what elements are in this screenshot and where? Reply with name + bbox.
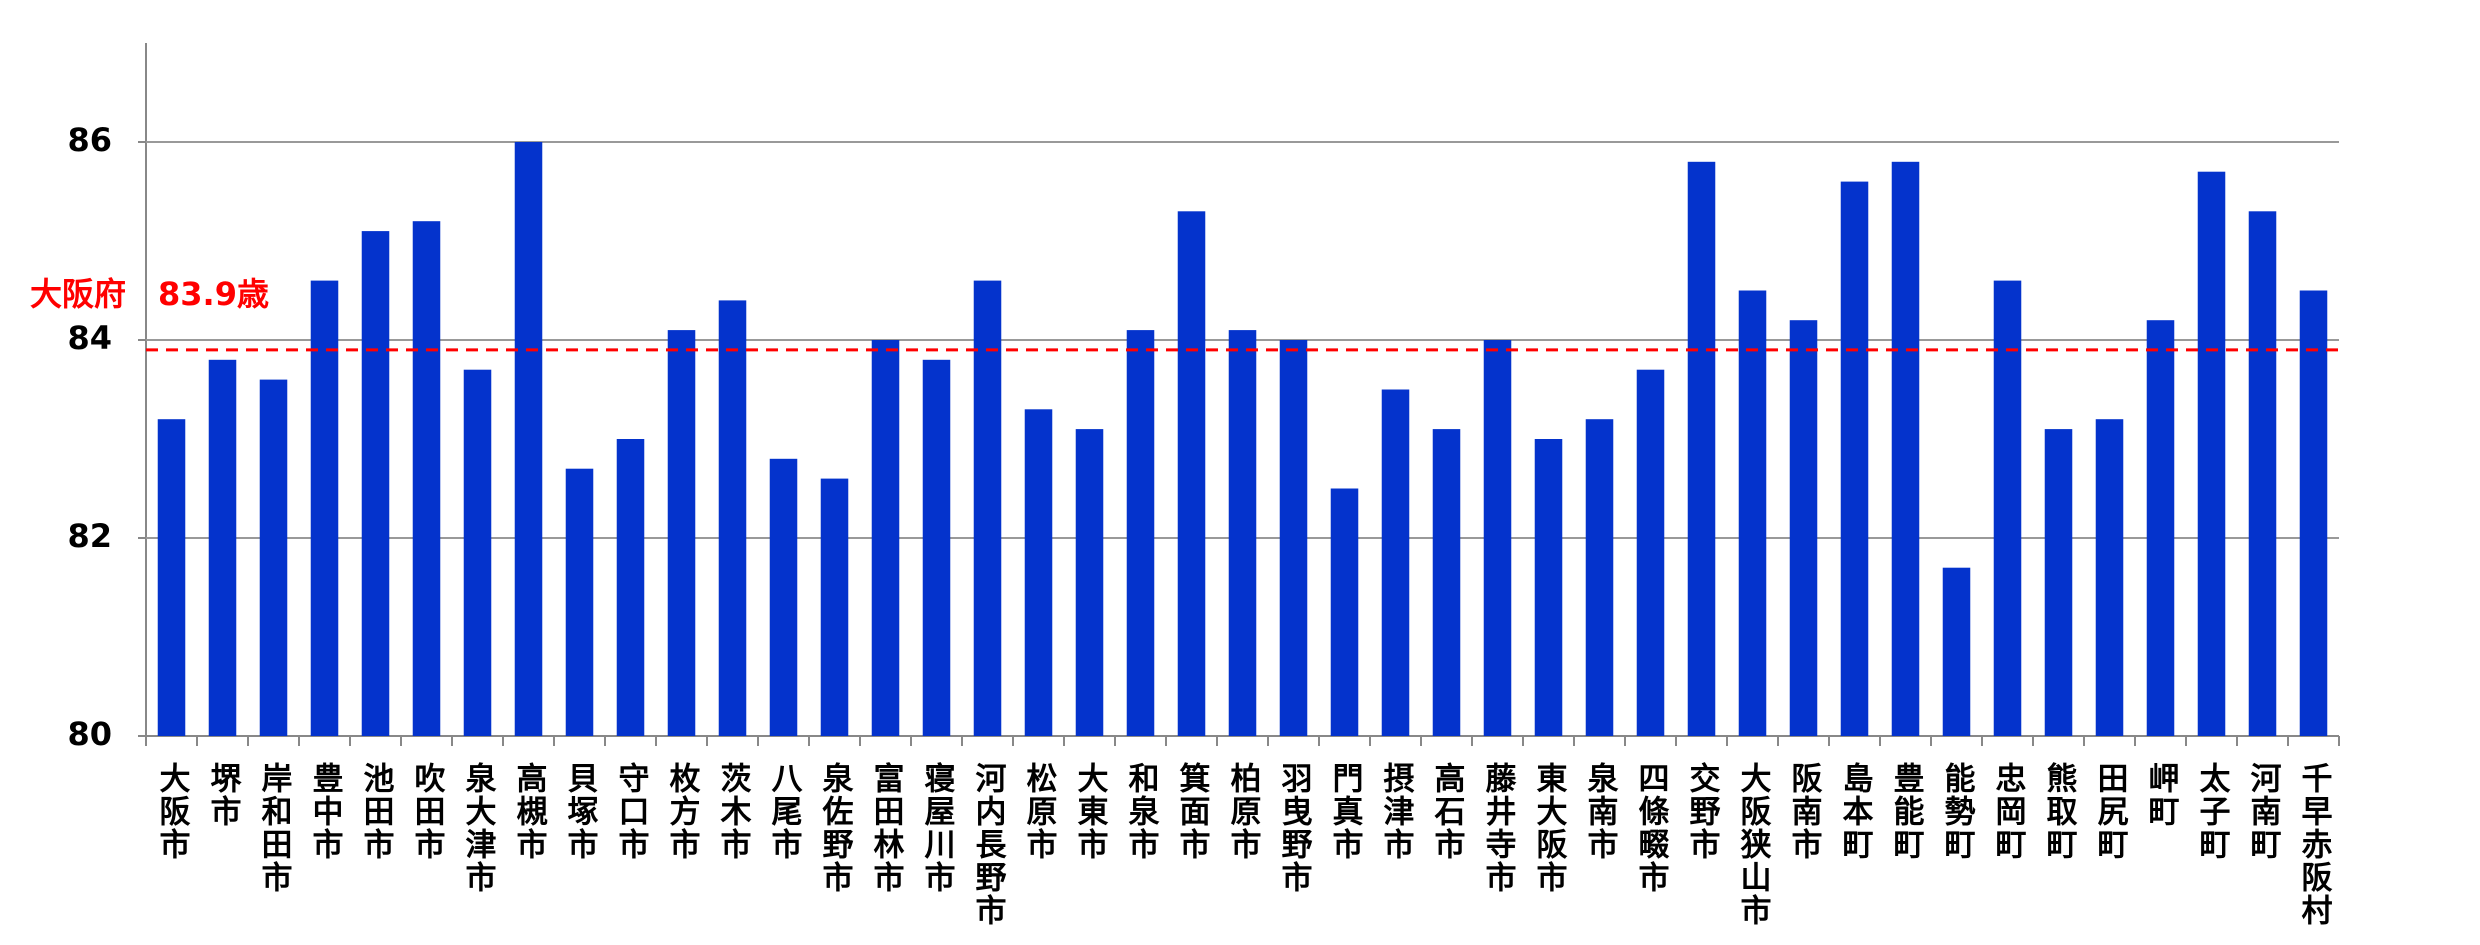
bar — [820, 478, 849, 736]
x-tick-label: 能勢町 — [1939, 762, 1976, 861]
bar — [208, 359, 237, 736]
bar — [1687, 161, 1716, 737]
x-tick-label: 四條畷市 — [1633, 762, 1670, 894]
bar — [1279, 340, 1308, 736]
x-tick-label: 八尾市 — [766, 762, 803, 861]
x-tick-label: 摂津市 — [1378, 762, 1415, 861]
bar — [2248, 211, 2277, 737]
x-tick-label: 太子町 — [2194, 762, 2231, 861]
bar — [463, 369, 492, 736]
x-tick-label: 貝塚市 — [562, 762, 599, 861]
x-tick-label: 池田市 — [358, 762, 395, 861]
x-tick-label: 吹田市 — [409, 762, 445, 861]
bar — [310, 280, 339, 736]
bar — [1993, 280, 2022, 736]
bar — [412, 221, 441, 736]
bar — [667, 330, 696, 736]
y-tick-label: 82 — [67, 517, 112, 555]
x-tick-label: 門真市 — [1327, 762, 1364, 861]
bar — [514, 142, 543, 736]
x-tick-label: 守口市 — [613, 762, 649, 861]
x-tick-label: 大阪狭山市 — [1735, 762, 1772, 927]
x-tick-label: 泉南市 — [1582, 762, 1619, 861]
x-tick-label: 箕面市 — [1174, 762, 1211, 861]
bar — [1942, 567, 1971, 736]
bar — [616, 439, 645, 736]
y-tick-label: 84 — [67, 319, 112, 357]
bar — [1330, 488, 1359, 736]
bar — [1126, 330, 1155, 736]
x-tick-label: 泉佐野市 — [817, 762, 855, 894]
bar — [1432, 429, 1461, 736]
x-tick-label: 阪南市 — [1786, 762, 1822, 861]
x-tick-label: 大東市 — [1072, 762, 1109, 861]
x-tick-label: 松原市 — [1021, 762, 1058, 861]
x-tick-label: 豊中市 — [307, 762, 343, 861]
bar — [1177, 211, 1206, 737]
bar — [2044, 429, 2073, 736]
bar — [1738, 290, 1767, 736]
x-tick-label: 和泉市 — [1123, 762, 1160, 861]
y-tick-label: 80 — [67, 715, 112, 753]
bar — [1228, 330, 1257, 736]
bar — [769, 458, 798, 736]
bar — [1585, 419, 1614, 736]
bar — [1840, 181, 1869, 737]
bar — [1381, 389, 1410, 736]
x-tick-label: 高石市 — [1429, 762, 1467, 861]
bar — [922, 359, 951, 736]
x-tick-label: 枚方市 — [664, 762, 701, 861]
x-tick-label: 泉大津市 — [460, 762, 497, 894]
bar — [1534, 439, 1563, 736]
x-tick-label: 岸和田市 — [256, 762, 293, 894]
y-tick-label: 86 — [67, 121, 112, 159]
bar — [718, 300, 747, 736]
bar — [1024, 409, 1053, 736]
x-tick-label: 高槻市 — [511, 762, 548, 861]
bar — [259, 379, 288, 736]
x-tick-label: 河内長野市 — [970, 762, 1007, 927]
bar — [1891, 161, 1920, 737]
x-tick-label: 島本町 — [1837, 762, 1874, 861]
bar — [2197, 171, 2226, 736]
bar — [1075, 429, 1104, 736]
x-tick-label: 熊取町 — [2041, 761, 2078, 861]
bar — [565, 468, 594, 736]
x-tick-label: 岬町 — [2143, 762, 2179, 828]
x-tick-label: 羽曳野市 — [1276, 762, 1313, 894]
x-tick-label: 交野市 — [1684, 761, 1721, 861]
bar — [2095, 419, 2124, 736]
bar — [1483, 340, 1512, 736]
x-tick-label: 千早赤阪村 — [2296, 762, 2333, 927]
bar — [973, 280, 1002, 736]
x-tick-label: 大阪市 — [154, 762, 191, 861]
x-tick-label: 忠岡町 — [1990, 762, 2027, 861]
bar — [157, 419, 186, 736]
x-tick-label: 田尻町 — [2092, 762, 2129, 861]
x-tick-label: 寝屋川市 — [919, 761, 956, 894]
x-tick-label: 豊能町 — [1888, 762, 1924, 861]
bar — [2146, 320, 2175, 736]
bar — [871, 340, 900, 736]
x-tick-label: 堺市 — [205, 762, 242, 828]
bar — [2299, 290, 2328, 736]
x-tick-label: 柏原市 — [1225, 762, 1262, 861]
reference-label: 大阪府 83.9歳 — [30, 275, 269, 313]
x-tick-label: 茨木市 — [715, 762, 753, 861]
bar — [1636, 369, 1665, 736]
x-tick-label: 河南町 — [2245, 762, 2282, 861]
x-tick-label: 藤井寺市 — [1480, 762, 1517, 894]
bar — [1789, 320, 1818, 736]
x-tick-label: 東大阪市 — [1531, 762, 1568, 894]
bar — [361, 231, 390, 736]
x-tick-label: 富田林市 — [868, 761, 905, 894]
